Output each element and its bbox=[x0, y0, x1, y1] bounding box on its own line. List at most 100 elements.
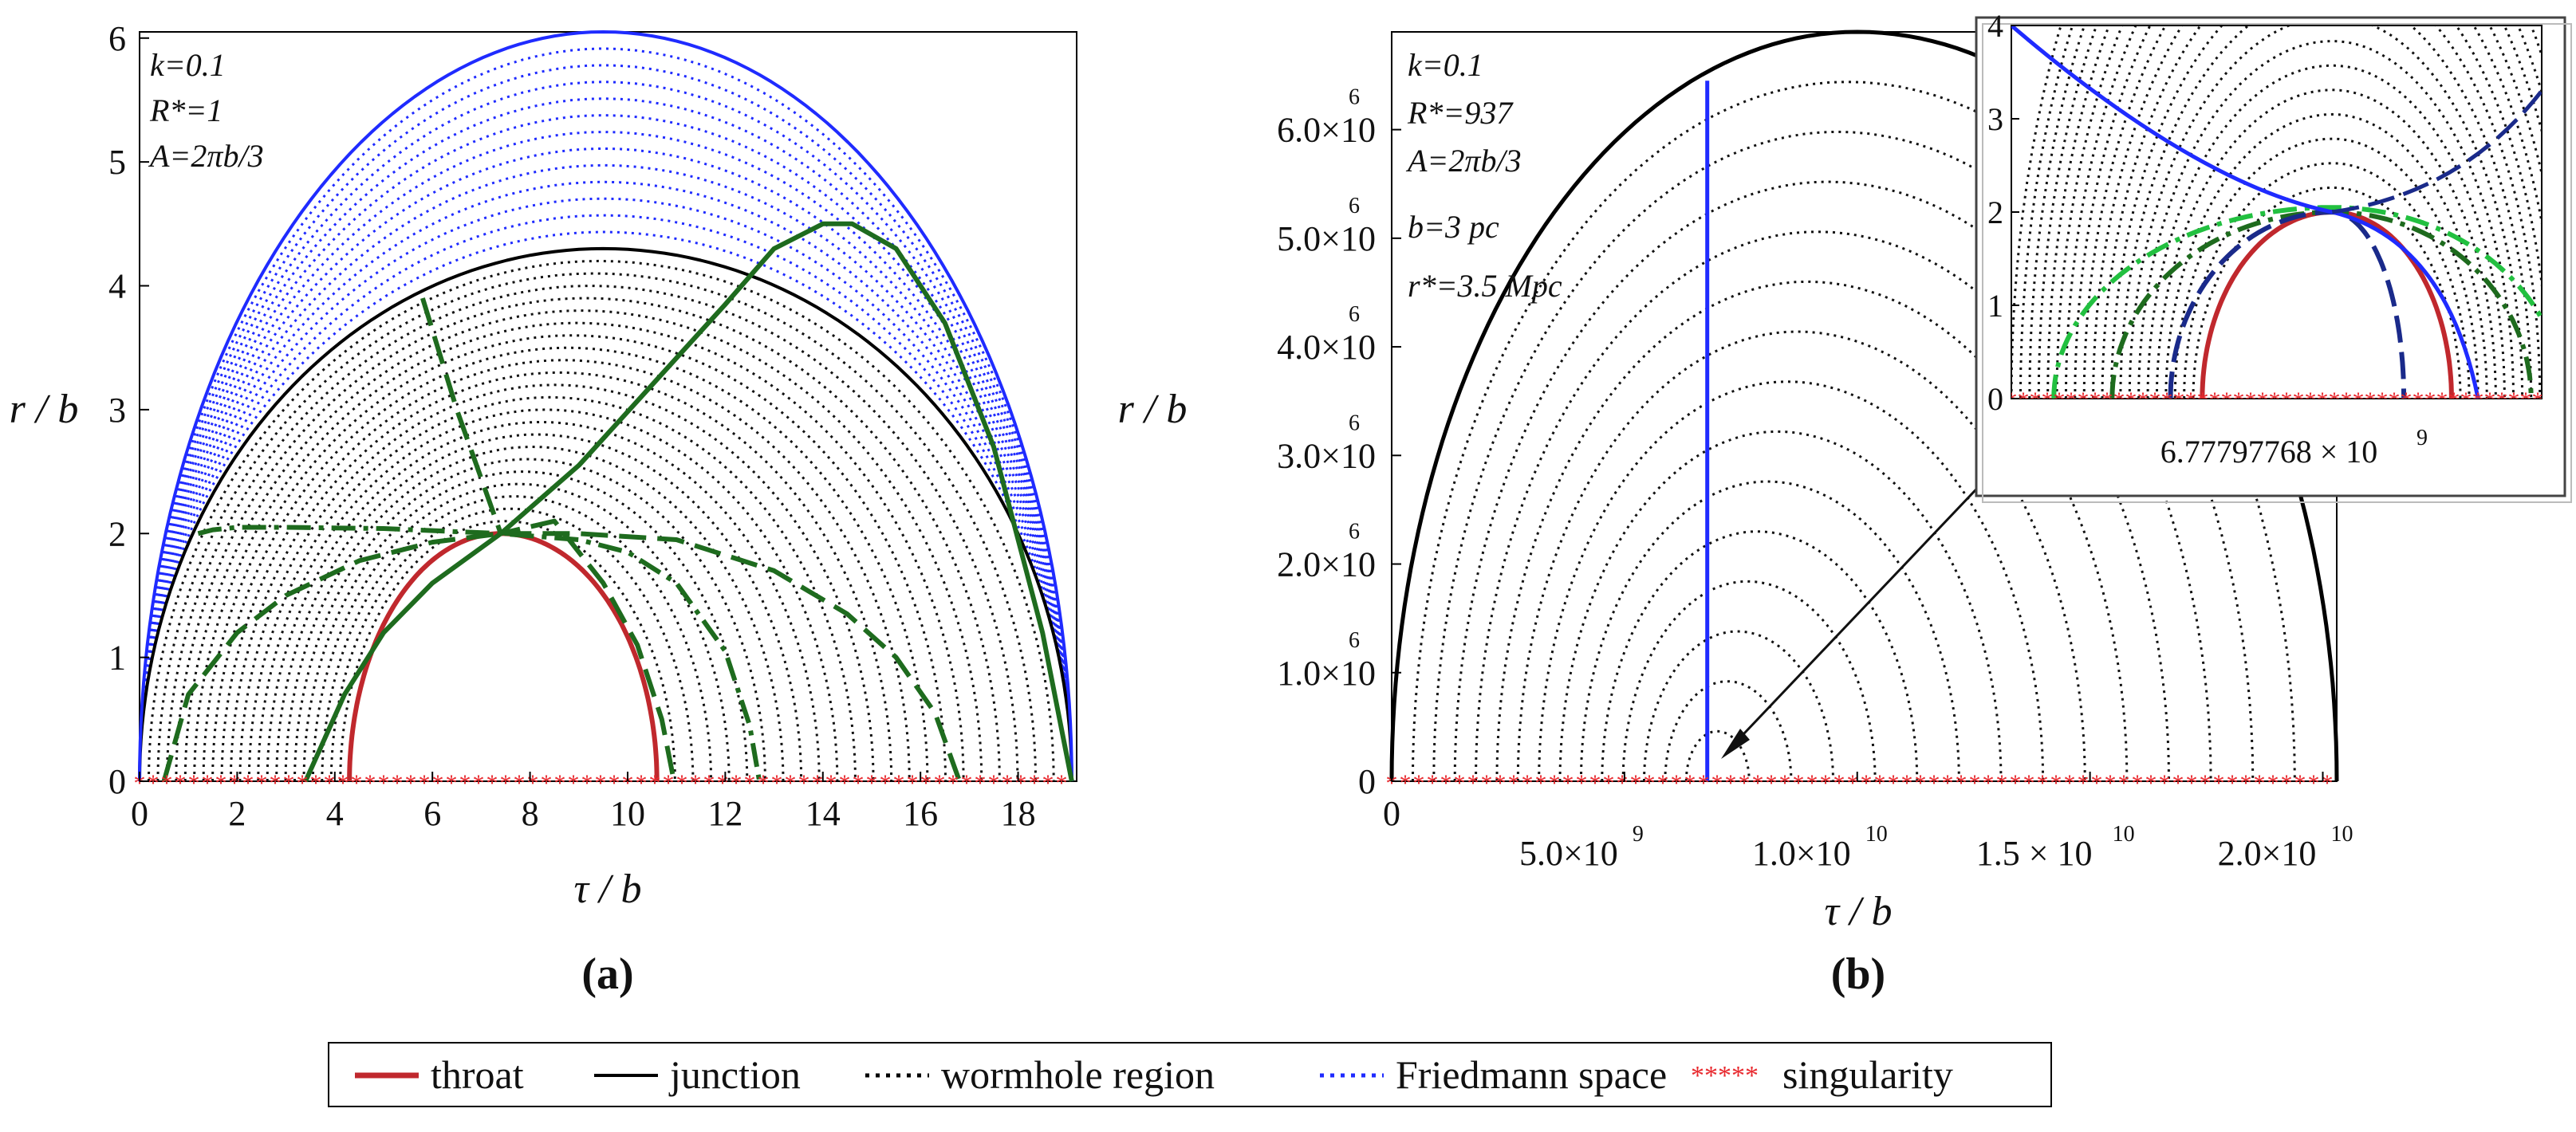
a-y-tick-label: 0 bbox=[108, 762, 126, 801]
b-y-ticks: 01.0×1062.0×1063.0×1064.0×1065.0×1066.0×… bbox=[1277, 85, 1401, 801]
inset-wormhole-curve bbox=[2192, 186, 2462, 399]
a-singularity-star: * bbox=[405, 770, 417, 796]
b-y-tick-label: 4.0×10 bbox=[1277, 328, 1376, 367]
b-singularity-star: * bbox=[2023, 770, 2035, 796]
inset-wormhole-curve bbox=[2011, 26, 2062, 399]
a-singularity-star: * bbox=[378, 770, 390, 796]
b-singularity-star: * bbox=[2281, 770, 2293, 796]
b-singularity-star: * bbox=[2322, 770, 2334, 796]
a-singularity-star: * bbox=[690, 770, 702, 796]
a-singularity-star: * bbox=[920, 770, 932, 796]
inset-y-ticks: 0 1 2 3 4 bbox=[1987, 8, 2019, 417]
a-friedmann-curve bbox=[138, 97, 1073, 782]
inset-shadow bbox=[1982, 23, 2572, 503]
inset-singularity-star: * bbox=[2460, 387, 2472, 414]
b-singularity-star: * bbox=[1806, 770, 1818, 796]
a-series-junction bbox=[138, 246, 1073, 782]
b-singularity-star: * bbox=[1576, 770, 1588, 796]
a-x-tick-label: 6 bbox=[423, 794, 441, 833]
a-wormhole-curve bbox=[293, 458, 766, 782]
inset-singularity-star: * bbox=[2066, 387, 2078, 414]
a-series-green_solid bbox=[303, 221, 1074, 783]
b-inset-arrow-head bbox=[1721, 729, 1750, 759]
b-singularity-star: * bbox=[1888, 770, 1900, 796]
a-friedmann-curve bbox=[138, 130, 1073, 782]
legend-wormhole-label: wormhole region bbox=[941, 1052, 1215, 1097]
b-singularity-star: * bbox=[1617, 770, 1629, 796]
b-wormhole-curve bbox=[1601, 530, 1919, 782]
b-singularity-star: * bbox=[2091, 770, 2103, 796]
b-panel-label: (b) bbox=[1831, 949, 1885, 999]
a-singularity-star: * bbox=[798, 770, 810, 796]
b-wormhole-curve bbox=[1664, 680, 1793, 782]
b-singularity-star: * bbox=[1684, 770, 1696, 796]
a-friedmann-curve bbox=[138, 163, 1073, 782]
a-singularity-star: * bbox=[134, 770, 146, 796]
b-singularity-star: * bbox=[1969, 770, 1981, 796]
a-wormhole-curve bbox=[193, 321, 965, 782]
inset-singularity-star: * bbox=[2269, 387, 2281, 414]
a-singularity-star: * bbox=[283, 770, 295, 796]
a-singularity-star: * bbox=[676, 770, 688, 796]
b-y-tick-exponent: 6 bbox=[1349, 520, 1360, 544]
b-singularity-star: * bbox=[2294, 770, 2306, 796]
b-singularity-star: * bbox=[2105, 770, 2117, 796]
inset-singularity-star: * bbox=[2137, 387, 2149, 414]
inset-singularity-star: * bbox=[2209, 387, 2221, 414]
a-singularity-star: * bbox=[717, 770, 729, 796]
b-y-tick-exponent: 6 bbox=[1349, 628, 1360, 653]
b-singularity-star: * bbox=[2078, 770, 2090, 796]
a-series bbox=[138, 30, 1074, 783]
a-singularity-star: * bbox=[609, 770, 620, 796]
a-singularity-star: * bbox=[595, 770, 607, 796]
inset-singularity-star: * bbox=[2257, 387, 2269, 414]
a-y-tick-label: 5 bbox=[108, 143, 126, 182]
a-singularity-star: * bbox=[270, 770, 282, 796]
b-wormhole-curve bbox=[1558, 430, 2003, 782]
inset-singularity-star: * bbox=[2472, 387, 2484, 414]
a-wormhole-curve bbox=[165, 284, 1019, 782]
inset-singularity-star: * bbox=[2520, 387, 2532, 414]
b-singularity-star: * bbox=[1915, 770, 1927, 796]
inset-singularity-star: * bbox=[2508, 387, 2520, 414]
a-wormhole-curve bbox=[147, 259, 1055, 782]
inset-singularity-star: * bbox=[2113, 387, 2125, 414]
a-singularity-star: * bbox=[364, 770, 376, 796]
a-singularity-star: * bbox=[473, 770, 485, 796]
a-wormhole-curve bbox=[183, 309, 983, 782]
a-x-tick-label: 12 bbox=[707, 794, 742, 833]
a-singularity-star: * bbox=[758, 770, 770, 796]
a-singularity-star: * bbox=[703, 770, 715, 796]
b-x-tick-label: 0 bbox=[1383, 794, 1400, 833]
b-singularity-star: * bbox=[1725, 770, 1737, 796]
inset-y-tick-label: 1 bbox=[1987, 288, 2003, 324]
a-series-green_dashdot bbox=[197, 525, 762, 782]
b-y-tick-label: 3.0×10 bbox=[1277, 436, 1376, 475]
b-y-tick-exponent: 6 bbox=[1349, 302, 1360, 327]
inset-singularity-star: * bbox=[2401, 387, 2413, 414]
inset-wormhole-curve bbox=[2146, 64, 2506, 399]
a-singularity-star: * bbox=[636, 770, 648, 796]
b-x-tick-exponent: 10 bbox=[1865, 822, 1888, 847]
a-singularity-star: * bbox=[486, 770, 498, 796]
a-singularity-star: * bbox=[866, 770, 878, 796]
b-singularity-star: * bbox=[2240, 770, 2252, 796]
a-singularity-star: * bbox=[975, 770, 987, 796]
b-singularity-star: * bbox=[2010, 770, 2022, 796]
a-singularity-star: * bbox=[175, 770, 187, 796]
b-singularity-star: * bbox=[1834, 770, 1845, 796]
b-wormhole-curve bbox=[1538, 380, 2045, 782]
b-inset-arrow bbox=[1727, 461, 2003, 751]
inset-singularity-star: * bbox=[2305, 387, 2317, 414]
b-wormhole-curve bbox=[1643, 630, 1834, 782]
a-singularity-star: * bbox=[853, 770, 865, 796]
b-singularity-star: * bbox=[1671, 770, 1683, 796]
b-singularity-star: * bbox=[1779, 770, 1791, 796]
a-singularity-star: * bbox=[934, 770, 946, 796]
b-singularity-star: * bbox=[2254, 770, 2266, 796]
inset-singularity-star: * bbox=[2149, 387, 2161, 414]
inset-background bbox=[1975, 16, 2566, 497]
b-singularity-star: * bbox=[1549, 770, 1561, 796]
b-x-tick-exponent: 9 bbox=[1633, 822, 1644, 847]
b-x-ticks: 0 5.0×10 9 1.0×10 10 1.5 × 10 10 2.0×10 10 bbox=[1383, 772, 2353, 873]
